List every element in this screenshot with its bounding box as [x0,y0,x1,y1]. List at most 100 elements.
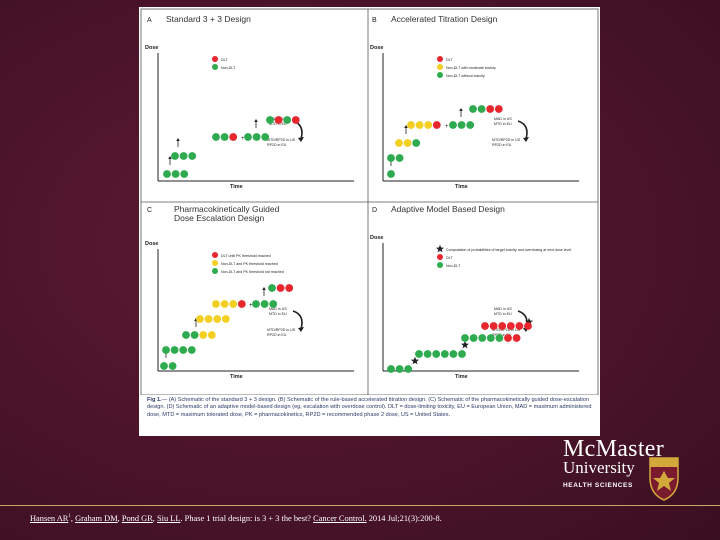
citation: Hansen AR1, Graham DM, Pond GR, Siu LL. … [30,514,442,523]
caption-label: Fig 1. [147,397,162,403]
loop-arrow [298,327,304,332]
citation-author-sup: 1 [68,514,71,520]
annotation-mad: MAD in US [494,307,512,311]
dose-cohort [457,121,466,129]
dose-cohort [486,334,495,342]
star-icon [525,317,533,326]
escalation-arrow [176,138,180,141]
axis-label-x: Time [455,374,468,380]
citation-author-link[interactable]: Pond GR [121,514,153,523]
loop-arrow [292,310,303,330]
dose-cohort [432,350,441,358]
legend-marker [437,64,443,70]
dose-cohort [415,350,423,358]
dose-cohort [268,284,276,292]
loop-arrow [517,120,528,140]
crest-icon [649,457,679,501]
panel-title: Standard 3 + 3 Design [166,14,251,24]
dose-cohort [204,315,213,323]
dose-cohort [283,116,292,124]
legend-label: Non-DLT and PK threshold not reached [221,270,284,274]
dose-cohort [252,133,261,141]
dose-cohort [196,315,204,323]
escalation-arrow [459,108,463,111]
citation-author-link[interactable]: Hansen AR [30,514,69,523]
dose-cohort [179,152,188,160]
panel-title: Pharmacokinetically Guided [174,204,280,214]
escalation-arrow [404,125,408,128]
dose-cohort [220,300,229,308]
dose-cohort [481,322,489,330]
dose-cohort [188,152,197,160]
annotation-mtd: MTD in EU [269,122,287,126]
dose-cohort [407,121,415,129]
dose-cohort [440,350,449,358]
annotation-rp2d: MTD/RP2D in US [492,328,521,332]
legend-marker [212,252,218,258]
dose-cohort [229,133,238,141]
panel-letter: D [372,207,377,214]
axis-label-x: Time [455,184,468,190]
dose-cohort [395,365,404,373]
annotation-rp2d-eu: RP2D in EU [492,143,512,147]
dose-cohort [162,346,170,354]
dose-cohort [266,116,274,124]
axis-label-y: Dose [370,235,383,241]
logo-name: McMaster [563,436,665,462]
legend-marker [212,260,218,266]
annotation-rp2d: MTD/RP2D in US [492,138,521,142]
dose-cohort [207,331,216,339]
dose-cohort [461,334,469,342]
legend-label: DLT until PK threshold reached [221,254,271,258]
dose-cohort [285,284,294,292]
dose-cohort [395,139,403,147]
dose-cohort [182,331,190,339]
dose-cohort [229,300,238,308]
star-icon [461,340,469,349]
legend-label: Non-DLT [221,66,236,70]
caption-text: — (A) Schematic of the standard 3 + 3 de… [147,397,592,418]
dose-cohort [221,315,230,323]
legend-marker [437,56,443,62]
dose-cohort [495,334,504,342]
dose-cohort [171,170,180,178]
dose-cohort [171,152,179,160]
legend-marker [212,268,218,274]
citation-author-link[interactable]: Siu LL [156,514,181,523]
dose-cohort [190,331,199,339]
dose-cohort [179,346,188,354]
dose-cohort [466,121,475,129]
escalation-arrow [168,156,172,159]
loop-arrow [292,120,303,140]
dose-cohort [252,300,260,308]
star-icon [411,356,419,365]
dose-cohort [274,116,283,124]
axis-label-x: Time [230,184,243,190]
axis-label-y: Dose [145,241,158,247]
mcmaster-logo: McMaster University HEALTH SCIENCES [563,436,683,504]
dose-cohort [524,322,532,330]
dose-cohort [423,350,432,358]
citation-journal-link[interactable]: Cancer Control. [313,514,367,523]
loop-arrow [298,137,304,142]
annotation-mtd: MTD in EU [269,312,287,316]
legend-marker [437,254,443,260]
annotation-rp2d-eu: RP2D in EU [267,333,287,337]
citation-author-link[interactable]: Graham DM [75,514,118,523]
legend-label: DLT [446,256,453,260]
dose-cohort [506,322,515,330]
dose-cohort [170,346,179,354]
dose-cohort [515,322,524,330]
dose-cohort [163,170,171,178]
annotation-mtd: MTD in EU [494,122,512,126]
dose-cohort [424,121,433,129]
dose-cohort [432,121,441,129]
dose-cohort [220,133,229,141]
dose-cohort [276,284,285,292]
legend-label: Non-DLT [446,264,461,268]
dose-cohort [403,139,412,147]
dose-cohort [387,170,395,178]
dose-escalation-diagram: A Standard 3 + 3 Design Dose Time DLT Non-DLT… [140,8,599,395]
panel-letter: A [147,17,152,24]
dose-cohort [449,121,457,129]
